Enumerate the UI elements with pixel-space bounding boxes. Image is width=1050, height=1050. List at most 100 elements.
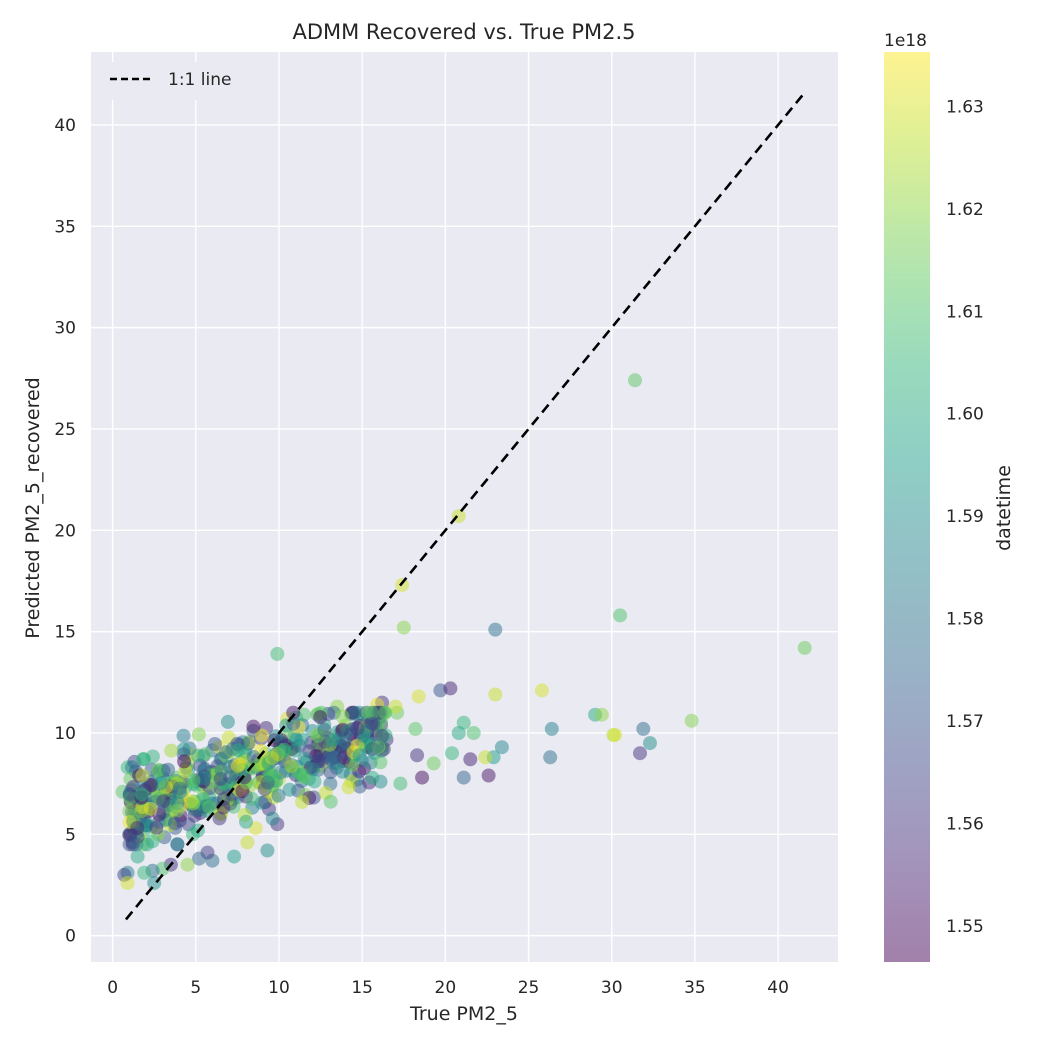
chart-title: ADMM Recovered vs. True PM2.5: [292, 20, 635, 44]
colorbar-tick-label: 1.60: [946, 405, 984, 425]
scatter-point: [544, 721, 559, 736]
scatter-point: [170, 803, 185, 818]
scatter-point: [313, 710, 328, 725]
scatter-point: [214, 763, 229, 778]
scatter-point: [411, 689, 426, 704]
scatter-point: [122, 786, 137, 801]
x-tick-label: 35: [684, 978, 706, 998]
y-tick-label: 5: [65, 825, 76, 845]
scatter-point: [176, 728, 191, 743]
scatter-point: [364, 705, 379, 720]
scatter-point: [282, 782, 297, 797]
y-axis-label: Predicted PM2_5_recovered: [22, 377, 44, 639]
scatter-point: [277, 742, 292, 757]
scatter-point: [187, 808, 202, 823]
x-tick-label: 40: [767, 978, 789, 998]
x-tick-label: 10: [268, 978, 290, 998]
scatter-point: [396, 620, 411, 635]
scatter-point: [466, 726, 481, 740]
scatter-point: [463, 752, 478, 767]
scatter-point: [240, 835, 255, 850]
scatter-point: [135, 768, 150, 783]
scatter-point: [297, 751, 312, 766]
scatter-point: [202, 800, 217, 814]
scatter-point: [284, 759, 299, 773]
scatter-point: [230, 758, 245, 773]
x-tick-label: 0: [107, 978, 118, 998]
scatter-point: [286, 705, 301, 720]
scatter-point: [312, 752, 327, 766]
scatter-point: [305, 762, 320, 777]
scatter-point: [231, 743, 245, 758]
y-tick-label: 25: [54, 420, 76, 440]
scatter-point: [443, 681, 458, 696]
scatter-point: [594, 707, 609, 722]
colorbar-tick-label: 1.61: [946, 302, 984, 322]
scatter-point: [335, 709, 350, 724]
scatter-point: [410, 748, 425, 763]
colorbar-tick-label: 1.59: [946, 507, 984, 527]
scatter-point: [239, 814, 253, 829]
scatter-point: [271, 788, 286, 803]
scatter-point: [246, 719, 261, 734]
colorbar-tick-label: 1.62: [946, 200, 984, 220]
scatter-point: [170, 837, 185, 852]
y-tick-label: 20: [54, 521, 76, 541]
scatter-point: [289, 732, 304, 747]
scatter-point: [633, 746, 647, 761]
x-tick-label: 15: [351, 978, 373, 998]
scatter-point: [180, 857, 195, 872]
scatter-point: [613, 608, 628, 623]
scatter-point: [151, 762, 166, 777]
scatter-point: [186, 827, 200, 842]
scatter-point: [136, 752, 151, 767]
x-tick-label: 25: [518, 978, 540, 998]
scatter-point: [172, 781, 187, 796]
scatter-point: [254, 728, 269, 743]
colorbar-tick-label: 1.55: [946, 917, 984, 937]
scatter-point: [373, 755, 388, 770]
scatter-point: [317, 722, 332, 737]
x-tick-label: 5: [190, 978, 201, 998]
scatter-point: [445, 746, 459, 761]
colorbar-ticks: 1.55 1.56 1.57 1.58 1.59 1.60 1.61 1.62 1.63: [946, 97, 984, 937]
scatter-point: [628, 373, 642, 388]
scatter-point: [245, 791, 259, 806]
scatter-point: [350, 721, 365, 736]
y-tick-label: 0: [65, 927, 76, 947]
scatter-point: [143, 801, 158, 816]
scatter-point: [347, 705, 362, 720]
scatter-point: [415, 770, 430, 785]
colorbar-label: datetime: [993, 465, 1015, 551]
scatter-point: [164, 743, 179, 758]
scatter-point: [191, 727, 206, 742]
scatter-point: [335, 764, 350, 779]
y-tick-label: 10: [54, 724, 76, 744]
scatter-point: [168, 816, 182, 831]
scatter-point: [263, 767, 278, 782]
scatter-point: [388, 699, 403, 714]
colorbar-offset-text: 1e18: [884, 31, 927, 51]
y-tick-label: 30: [54, 319, 76, 339]
colorbar-tick-label: 1.58: [946, 610, 984, 630]
scatter-point: [227, 849, 242, 864]
colorbar-tick-label: 1.56: [946, 815, 984, 835]
x-axis-label: True PM2_5: [409, 1003, 518, 1025]
scatter-point: [186, 796, 200, 811]
y-tick-label: 40: [54, 116, 76, 136]
scatter-point: [149, 820, 164, 835]
scatter-point: [177, 754, 192, 769]
scatter-point: [488, 622, 503, 637]
x-tick-label: 30: [601, 978, 623, 998]
scatter-point: [196, 771, 211, 785]
scatter-point: [323, 794, 338, 809]
scatter-point: [212, 811, 227, 826]
scatter-point: [130, 849, 145, 864]
colorbar-gradient: [884, 52, 930, 962]
scatter-point: [324, 752, 339, 767]
scatter-point: [393, 776, 408, 791]
scatter-point: [156, 794, 171, 809]
scatter-point: [534, 683, 549, 698]
scatter-point: [378, 705, 393, 720]
scatter-point: [260, 843, 275, 858]
